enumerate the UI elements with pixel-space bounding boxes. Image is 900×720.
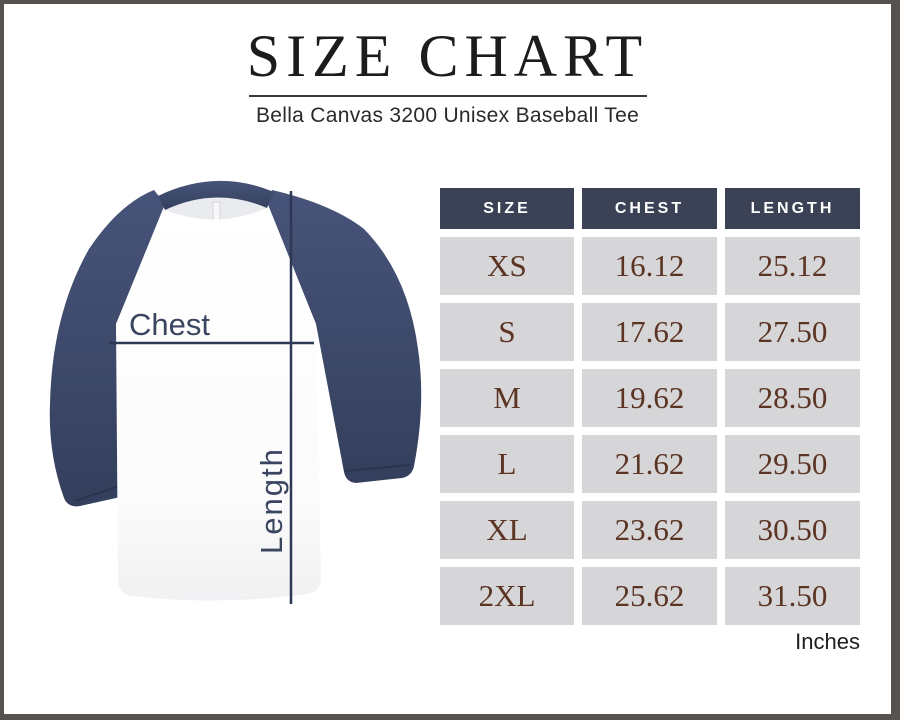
header-cell-chest: CHEST xyxy=(582,188,717,229)
chest-cell: 25.62 xyxy=(582,567,717,625)
neck-tag xyxy=(212,201,221,221)
page-header: SIZE CHART Bella Canvas 3200 Unisex Base… xyxy=(4,26,891,128)
baseball-tee-graphic: Chest Length xyxy=(49,180,422,604)
collar xyxy=(158,180,274,210)
size-cell: M xyxy=(440,369,574,427)
header-cell-size: SIZE xyxy=(440,188,574,229)
chest-cell: 17.62 xyxy=(582,303,717,361)
left-cuff-seam xyxy=(74,484,123,502)
length-cell: 28.50 xyxy=(725,369,860,427)
units-label: Inches xyxy=(795,629,860,654)
chest-cell: 16.12 xyxy=(582,237,717,295)
size-cell: XS xyxy=(440,237,574,295)
shirt-body xyxy=(116,208,321,601)
length-label: Length xyxy=(254,447,289,554)
page-subtitle: Bella Canvas 3200 Unisex Baseball Tee xyxy=(255,104,640,127)
length-cell: 29.50 xyxy=(725,435,860,493)
size-cell: 2XL xyxy=(440,567,574,625)
chest-cell: 19.62 xyxy=(582,369,717,427)
length-cell: 25.12 xyxy=(725,237,860,295)
length-cell: 30.50 xyxy=(725,501,860,559)
title-underline xyxy=(248,95,647,97)
chest-label: Chest xyxy=(129,307,210,342)
length-cell: 27.50 xyxy=(725,303,860,361)
size-cell: L xyxy=(440,435,574,493)
shirt-illustration: Chest Length xyxy=(44,154,434,624)
size-cell: XL xyxy=(440,501,574,559)
size-cell: S xyxy=(440,303,574,361)
chest-cell: 21.62 xyxy=(582,435,717,493)
header-cell-length: LENGTH xyxy=(725,188,860,229)
page-title: SIZE CHART xyxy=(246,23,649,89)
chest-cell: 23.62 xyxy=(582,501,717,559)
size-table: SIZE CHEST LENGTH XS 16.12 25.12 S 17.62… xyxy=(440,188,860,625)
left-sleeve xyxy=(49,190,165,507)
length-cell: 31.50 xyxy=(725,567,860,625)
right-cuff-seam xyxy=(344,464,411,472)
right-sleeve xyxy=(267,190,422,483)
